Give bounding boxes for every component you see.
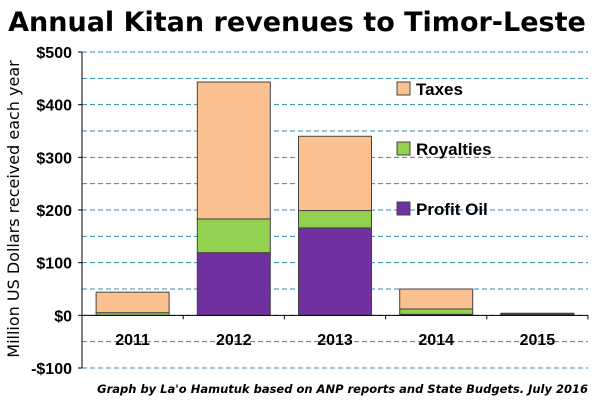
bar-segment: [298, 227, 372, 316]
y-tick-label: $400: [36, 98, 72, 115]
y-tick-label: $500: [36, 45, 72, 62]
y-tick-label: $0: [54, 308, 72, 325]
bars: [95, 81, 575, 316]
x-tick-label: 2015: [520, 332, 556, 349]
source-credit: Graph by La'o Hamutuk based on ANP repor…: [97, 382, 588, 396]
bar-segment: [196, 81, 271, 220]
legend-swatch: [396, 201, 411, 216]
chart-title: Annual Kitan revenues to Timor-Leste: [8, 7, 586, 38]
bar-segment: [298, 210, 372, 229]
legend-label: Taxes: [416, 80, 463, 99]
legend: Taxes Royalties Profit Oil: [396, 80, 492, 219]
bar-segment: [399, 288, 474, 310]
y-tick-label: $100: [36, 256, 72, 273]
y-axis-label: Million US Dollars received each year: [4, 60, 23, 358]
bar-segment: [298, 135, 372, 212]
bar-segment: [196, 252, 271, 316]
x-axis-ticks: 2011 2012 2013 2014 2015: [115, 315, 589, 349]
legend-label: Royalties: [416, 140, 492, 159]
bar-segment: [500, 312, 575, 315]
bar-segment: [196, 218, 271, 254]
x-tick-label: 2011: [115, 332, 150, 349]
y-tick-label: -$100: [31, 361, 72, 378]
x-tick-label: 2013: [317, 332, 353, 349]
x-tick-label: 2014: [418, 332, 454, 349]
y-tick-label: $200: [36, 203, 72, 220]
bar-segment: [399, 308, 474, 315]
legend-label: Profit Oil: [416, 200, 488, 219]
x-tick-label: 2012: [216, 332, 252, 349]
legend-swatch: [396, 141, 411, 156]
y-axis-ticks: -$100 $0 $100 $200 $300 $400 $500: [31, 45, 82, 378]
bar-segment: [95, 291, 170, 314]
y-tick-label: $300: [36, 150, 72, 167]
legend-swatch: [396, 81, 411, 96]
